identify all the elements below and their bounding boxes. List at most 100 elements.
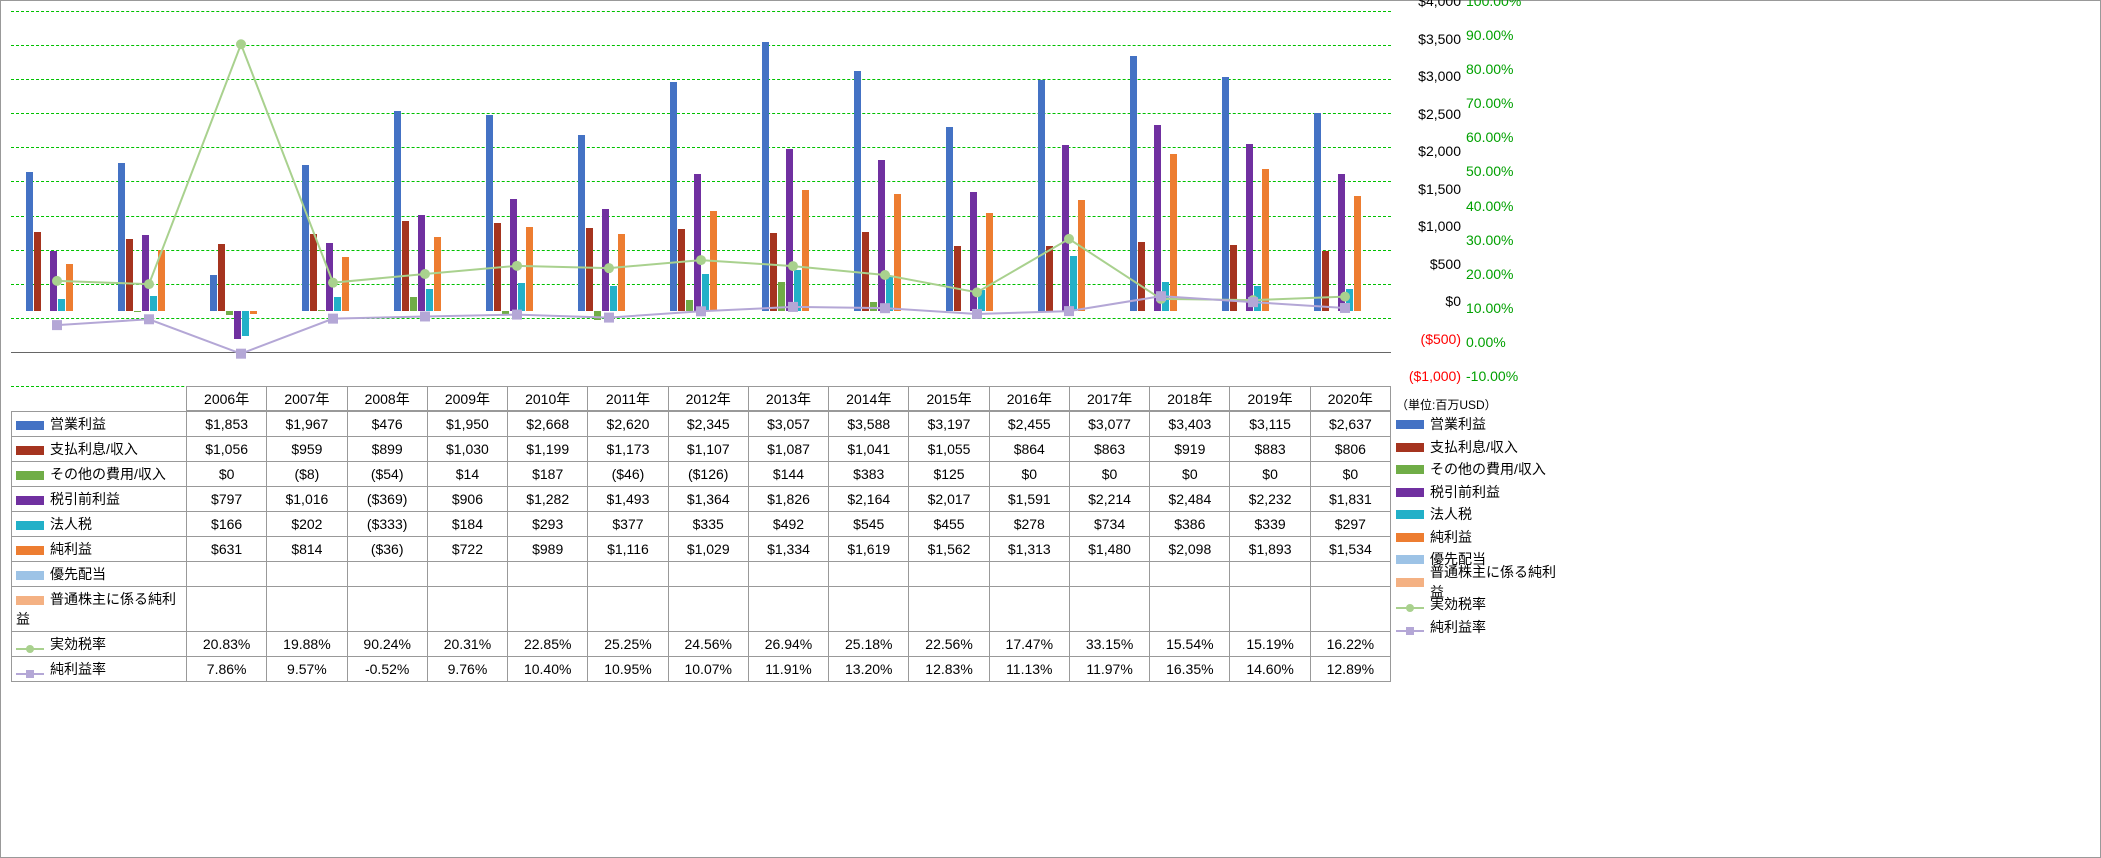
left-axis-tick: $2,000 [1391, 143, 1461, 159]
data-cell: $959 [267, 437, 347, 462]
data-cell: $1,493 [588, 487, 668, 512]
data-cell: $386 [1150, 512, 1230, 537]
data-cell: $184 [427, 512, 507, 537]
left-axis-tick: $500 [1391, 256, 1461, 272]
data-cell: 26.94% [748, 632, 828, 657]
data-cell: $2,345 [668, 412, 748, 437]
legend-swatch-icon [1396, 506, 1424, 522]
data-cell: $1,055 [909, 437, 989, 462]
marker-s8 [52, 276, 62, 286]
data-cell [1150, 587, 1230, 632]
marker-s8 [512, 261, 522, 271]
marker-s9 [236, 349, 246, 359]
data-cell: $455 [909, 512, 989, 537]
data-cell: ($8) [267, 462, 347, 487]
data-cell: ($46) [588, 462, 668, 487]
data-cell: $1,313 [989, 537, 1069, 562]
data-cell: $1,534 [1310, 537, 1390, 562]
data-cell: $202 [267, 512, 347, 537]
legend-swatch-icon [1396, 439, 1424, 455]
year-cell: 2008年 [347, 386, 427, 411]
legend-label: 支払利息/収入 [1430, 437, 1518, 457]
data-cell: $0 [187, 462, 267, 487]
right-axis-tick: 100.00% [1466, 0, 1536, 9]
data-cell: $1,041 [829, 437, 909, 462]
data-cell: $1,893 [1230, 537, 1310, 562]
data-cell: $3,197 [909, 412, 989, 437]
legend-label: その他の費用/収入 [1430, 459, 1546, 479]
marker-s8 [1340, 292, 1350, 302]
data-cell: 17.47% [989, 632, 1069, 657]
legend-item-s5: 純利益 [1396, 526, 1561, 549]
data-cell: $335 [668, 512, 748, 537]
data-cell: 7.86% [187, 657, 267, 682]
table-row: 営業利益$1,853$1,967$476$1,950$2,668$2,620$2… [12, 412, 1391, 437]
row-label-s1: 支払利息/収入 [12, 437, 187, 462]
data-cell: 11.91% [748, 657, 828, 682]
year-cell: 2012年 [668, 386, 748, 411]
line-s9 [57, 296, 1345, 354]
table-row: その他の費用/収入$0($8)($54)$14$187($46)($126)$1… [12, 462, 1391, 487]
row-label-s3: 税引前利益 [12, 487, 187, 512]
legend-swatch-icon [1396, 619, 1424, 635]
data-cell: 12.89% [1310, 657, 1390, 682]
data-cell: ($54) [347, 462, 427, 487]
right-axis-tick: 70.00% [1466, 95, 1536, 111]
data-cell [829, 562, 909, 587]
right-axis-tick: 50.00% [1466, 163, 1536, 179]
marker-s9 [696, 306, 706, 316]
marker-s8 [788, 261, 798, 271]
data-cell: $1,107 [668, 437, 748, 462]
data-cell: -0.52% [347, 657, 427, 682]
table-row: 普通株主に係る純利益 [12, 587, 1391, 632]
data-cell [427, 587, 507, 632]
data-cell: $1,173 [588, 437, 668, 462]
data-cell [909, 562, 989, 587]
row-label-s0: 営業利益 [12, 412, 187, 437]
data-cell [508, 587, 588, 632]
legend-swatch-icon [1396, 574, 1424, 590]
year-cell: 2011年 [587, 386, 667, 411]
table-row: 純利益$631$814($36)$722$989$1,116$1,029$1,3… [12, 537, 1391, 562]
left-axis-tick: ($500) [1391, 331, 1461, 347]
data-cell [909, 587, 989, 632]
swatch-icon [16, 567, 44, 583]
data-cell: 12.83% [909, 657, 989, 682]
year-cell: 2015年 [908, 386, 988, 411]
data-cell: $906 [427, 487, 507, 512]
data-cell: 9.76% [427, 657, 507, 682]
data-cell: $3,057 [748, 412, 828, 437]
data-cell [989, 562, 1069, 587]
year-cell: 2013年 [748, 386, 828, 411]
data-cell: $377 [588, 512, 668, 537]
data-cell: 10.07% [668, 657, 748, 682]
legend-item-s9: 純利益率 [1396, 616, 1561, 639]
data-cell: $722 [427, 537, 507, 562]
marker-s9 [788, 302, 798, 312]
data-cell: $3,588 [829, 412, 909, 437]
swatch-icon [16, 492, 44, 508]
legend-swatch-icon [1396, 484, 1424, 500]
data-cell: ($333) [347, 512, 427, 537]
data-cell [1069, 562, 1149, 587]
row-label-text: 支払利息/収入 [50, 441, 138, 457]
data-cell: $1,562 [909, 537, 989, 562]
data-cell: $2,214 [1069, 487, 1149, 512]
data-cell: $1,016 [267, 487, 347, 512]
data-cell: $1,831 [1310, 487, 1390, 512]
data-cell: 20.83% [187, 632, 267, 657]
table-row: 法人税$166$202($333)$184$293$377$335$492$54… [12, 512, 1391, 537]
marker-s9 [328, 314, 338, 324]
chart-container: ($1,000)($500)$0$500$1,000$1,500$2,000$2… [0, 0, 2101, 858]
data-cell: ($36) [347, 537, 427, 562]
data-cell: $1,030 [427, 437, 507, 462]
data-cell: ($369) [347, 487, 427, 512]
legend-item-s4: 法人税 [1396, 503, 1561, 526]
data-cell: 15.19% [1230, 632, 1310, 657]
marker-s9 [1064, 306, 1074, 316]
marker-s8 [880, 270, 890, 280]
data-cell: $883 [1230, 437, 1310, 462]
right-axis-tick: 10.00% [1466, 300, 1536, 316]
data-cell [989, 587, 1069, 632]
data-cell: $125 [909, 462, 989, 487]
